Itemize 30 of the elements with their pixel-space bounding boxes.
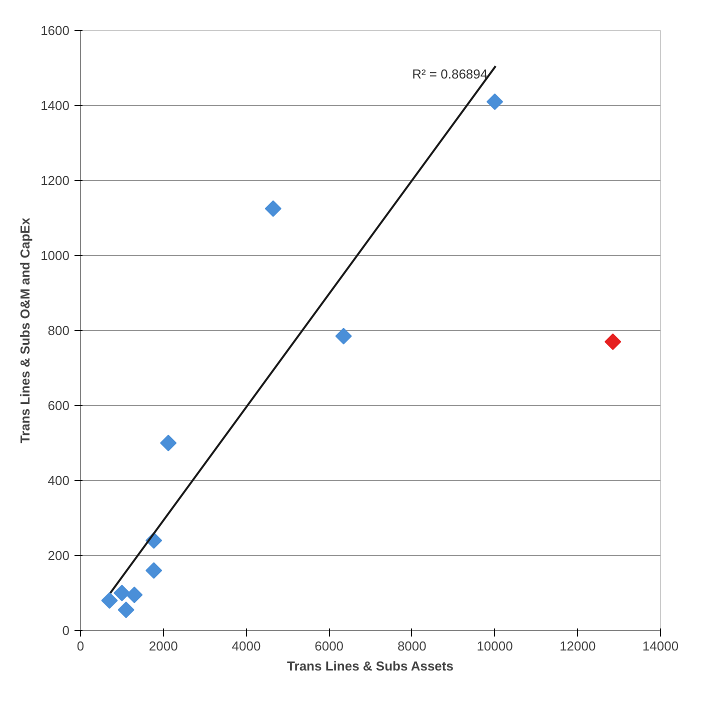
x-tick-label: 0 [76,638,84,654]
y-axis-title: Trans Lines & Subs O&M and CapEx [18,217,33,444]
point [146,562,162,579]
y-tick-label: 400 [48,473,70,488]
point [101,592,118,609]
y-tick-label: 1000 [40,248,70,263]
y-tick-label: 1400 [40,98,70,113]
x-tick-label: 8000 [397,638,426,654]
point [118,602,134,618]
point [114,584,130,602]
point [486,93,504,110]
x-axis-title: Trans Lines & Subs Assets [287,658,454,674]
point [160,434,177,452]
y-tick-label: 1200 [40,173,70,188]
y-tick-label: 0 [62,623,70,638]
x-tick-label: 2000 [148,638,178,654]
point [126,586,143,604]
x-tick-label: 10000 [476,638,513,654]
x-tick-label: 4000 [232,638,261,654]
point [335,328,352,344]
y-tick-label: 200 [48,548,70,563]
x-tick-label: 12000 [560,638,596,654]
point [264,200,282,217]
y-tick-label: 600 [48,398,70,413]
point [604,333,622,350]
x-tick-label: 6000 [314,638,344,654]
y-tick-label: 1600 [40,23,70,38]
y-tick-label: 800 [48,323,70,338]
annotation: R² = 0.86894 [412,66,488,82]
x-tick-label: 14000 [642,638,679,654]
